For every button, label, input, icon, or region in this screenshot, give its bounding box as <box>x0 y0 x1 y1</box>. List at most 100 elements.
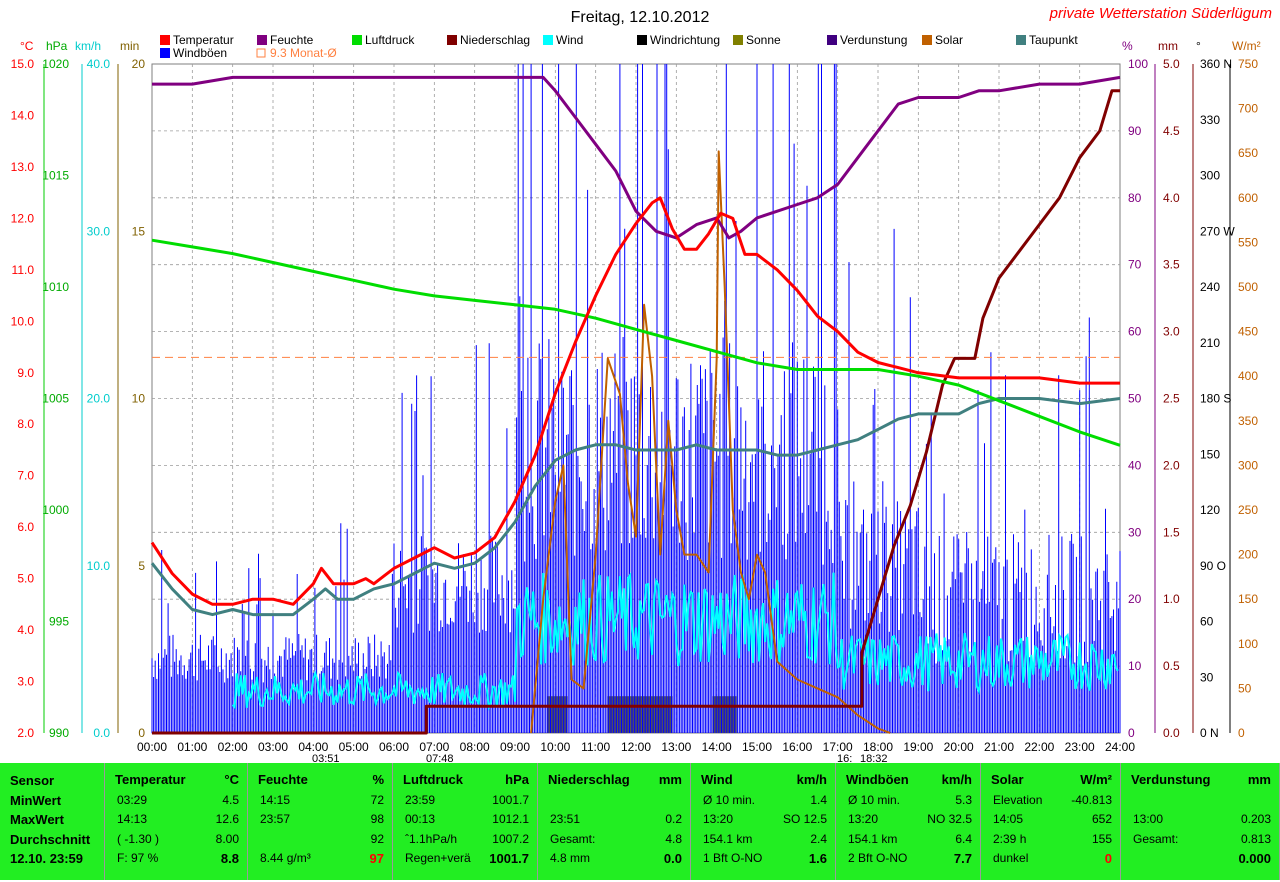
cell-value: 8.00 <box>215 832 239 846</box>
y-tick-solar: 350 <box>1238 414 1258 428</box>
row-label-max: MaxWert <box>10 812 64 827</box>
cell-value: 97 <box>369 851 384 866</box>
sunset-label: 16: <box>837 753 852 763</box>
legend-label: Feuchte <box>270 33 314 47</box>
table-column-feuchte: Feuchte% 14:15 72 23:57 98 92 8.44 g/m³ 97 <box>248 763 393 880</box>
cell-value: 1.4 <box>810 793 827 807</box>
cell-label: 14:05 <box>993 812 1024 826</box>
y-tick-hum: 40 <box>1128 458 1142 472</box>
column-header: Wind <box>701 772 733 787</box>
cell-label: Gesamt: <box>550 832 596 846</box>
legend-swatch <box>827 35 837 45</box>
chart-title: Freitag, 12.10.2012 <box>571 9 710 26</box>
cell-value: 1001.7 <box>492 793 529 807</box>
series-temperatur <box>150 196 1120 606</box>
legend-label: Niederschlag <box>460 33 530 47</box>
cell-value: 8.8 <box>220 851 239 866</box>
legend-label: Windrichtung <box>650 33 720 47</box>
cell-label: 2 Bft O-NO <box>848 851 908 865</box>
y-tick-temp: 12.0 <box>11 211 35 225</box>
legend-label: 9.3 Monat-Ø <box>270 46 337 60</box>
x-tick-label: 03:00 <box>258 740 288 754</box>
sunshine-bar <box>607 696 673 733</box>
y-tick-dir: 90 O <box>1200 559 1226 573</box>
legend-swatch <box>160 48 170 58</box>
table-column-temperatur: Temperatur °C 03:29 4.5 14:13 12.6 ( -1.30 ) 8.… <box>105 763 248 880</box>
cell-value: 2.4 <box>810 832 827 846</box>
y-tick-sun: 10 <box>132 392 146 406</box>
column-unit: mm <box>658 772 682 787</box>
x-tick-label: 00:00 <box>137 740 167 754</box>
column-unit: % <box>372 772 384 787</box>
legend-label: Solar <box>935 33 963 47</box>
y-tick-rain: 4.0 <box>1163 191 1180 205</box>
unit-label-solar: W/m² <box>1232 39 1261 53</box>
row-label-avg: Durchschnitt <box>10 832 91 847</box>
y-tick-solar: 50 <box>1238 681 1252 695</box>
cell-value: 1001.7 <box>489 851 529 866</box>
x-tick-label: 11:00 <box>581 740 610 754</box>
cell-label: 00:13 <box>405 812 436 826</box>
cell-label: F: 97 % <box>117 851 159 865</box>
cell-label: 154.1 km <box>703 832 753 846</box>
y-tick-dir: 60 <box>1200 615 1214 629</box>
y-tick-hum: 0 <box>1128 726 1135 740</box>
cell-label: 1 Bft O-NO <box>703 851 763 865</box>
y-tick-press: 1000 <box>42 503 69 517</box>
cell-value: 4.5 <box>222 793 239 807</box>
y-tick-hum: 60 <box>1128 325 1142 339</box>
cell-label: 154.1 km <box>848 832 898 846</box>
legend-swatch <box>733 35 743 45</box>
y-tick-temp: 5.0 <box>17 572 34 586</box>
y-tick-dir: 150 <box>1200 447 1220 461</box>
column-header: Temperatur <box>115 772 186 787</box>
y-tick-wind: 10.0 <box>87 559 111 573</box>
y-tick-temp: 9.0 <box>17 366 34 380</box>
y-tick-solar: 150 <box>1238 592 1258 606</box>
table-column-wind: Wind km/h Ø 10 min. 1.4 13:20 SO 12.5 154.1 km… <box>691 763 836 880</box>
column-unit: km/h <box>796 772 827 787</box>
cell-label: 13:20 <box>848 812 879 826</box>
sunrise-label: 03:51 <box>312 753 340 763</box>
x-tick-label: 19:00 <box>903 740 933 754</box>
y-tick-dir: 270 W <box>1200 224 1235 238</box>
cell-value: 98 <box>370 812 384 826</box>
cell-label: 14:15 <box>260 793 291 807</box>
y-tick-sun: 0 <box>138 726 145 740</box>
y-tick-hum: 20 <box>1128 592 1142 606</box>
x-tick-label: 08:00 <box>460 740 490 754</box>
cell-value: 72 <box>370 793 384 807</box>
unit-label-dir: ° <box>1196 39 1201 53</box>
column-unit: W/m² <box>1080 772 1112 787</box>
y-tick-rain: 1.0 <box>1163 592 1180 606</box>
cell-value: 0.813 <box>1240 832 1271 846</box>
cell-label: 03:29 <box>117 793 148 807</box>
y-tick-hum: 80 <box>1128 191 1142 205</box>
legend-label: Taupunkt <box>1029 33 1078 47</box>
y-tick-rain: 0.5 <box>1163 659 1180 673</box>
sunset-label: 18:32 <box>860 753 888 763</box>
chart-axes: °C hPa km/h min% mm ° W/m² 15.0 14.0 13.0 12.0 11.0… <box>11 39 1261 763</box>
y-tick-hum: 70 <box>1128 258 1142 272</box>
x-tick-label: 09:00 <box>500 740 530 754</box>
cell-value: 0.2 <box>665 812 682 826</box>
y-tick-dir: 300 <box>1200 169 1220 183</box>
y-tick-dir: 0 N <box>1200 726 1219 740</box>
cell-label: dunkel <box>993 851 1029 865</box>
legend-swatch <box>922 35 932 45</box>
legend-swatch <box>160 35 170 45</box>
y-tick-solar: 750 <box>1238 57 1258 71</box>
cell-label: Ø 10 min. <box>703 793 756 807</box>
cell-value: SO 12.5 <box>782 812 827 826</box>
y-tick-sun: 15 <box>132 224 146 238</box>
x-tick-label: 21:00 <box>984 740 1014 754</box>
y-tick-press: 990 <box>49 726 69 740</box>
y-tick-press: 1010 <box>42 280 69 294</box>
table-column-verdunstung: Verdunstung mm 13:00 0.203 Gesamt: 0.813 0.000 <box>1121 763 1280 880</box>
y-tick-hum: 50 <box>1128 392 1142 406</box>
x-tick-label: 10:00 <box>540 740 570 754</box>
y-tick-wind: 20.0 <box>87 392 111 406</box>
series-wind <box>231 571 1119 711</box>
legend-swatch <box>447 35 457 45</box>
y-tick-hum: 90 <box>1128 124 1142 138</box>
